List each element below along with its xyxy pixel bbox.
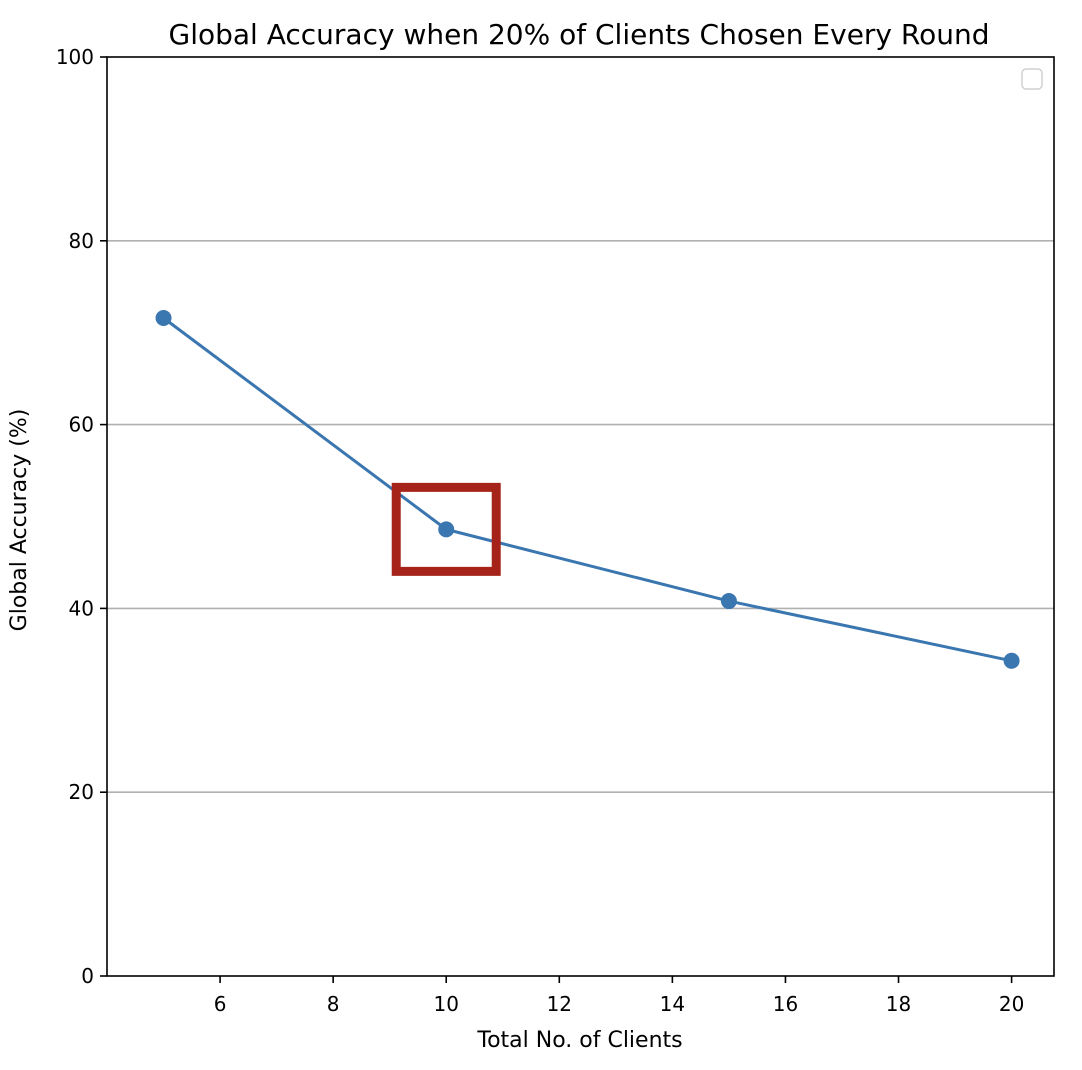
- x-tick-label: 18: [886, 992, 911, 1016]
- data-point: [1003, 652, 1020, 669]
- y-tick-label: 20: [69, 780, 94, 804]
- data-point: [155, 309, 172, 326]
- legend-box: [1021, 68, 1043, 90]
- x-tick-label: 6: [214, 992, 227, 1016]
- grid-lines: [107, 240, 1054, 794]
- y-tick-label: 100: [56, 45, 94, 69]
- plot-frame: [106, 56, 1055, 977]
- x-tick-label: 8: [327, 992, 340, 1016]
- data-point: [720, 593, 737, 610]
- highlight: [391, 482, 501, 576]
- legend: [1021, 68, 1043, 90]
- ticks: 0 20 40 60 80 100 6 8 10 12 14 16 18 20: [56, 45, 1025, 1016]
- series-line: [162, 316, 1012, 663]
- y-tick-label: 40: [69, 596, 94, 620]
- x-tick-label: 12: [547, 992, 572, 1016]
- data-point: [438, 521, 455, 538]
- y-tick-label: 60: [69, 413, 94, 437]
- y-axis-label: Global Accuracy (%): [7, 409, 32, 632]
- y-tick-label: 80: [69, 229, 94, 253]
- chart-title: Global Accuracy when 20% of Clients Chos…: [169, 18, 990, 51]
- highlight-box: [391, 482, 501, 576]
- y-tick-label: 0: [81, 964, 94, 988]
- x-tick-label: 14: [660, 992, 685, 1016]
- x-tick-label: 10: [433, 992, 458, 1016]
- axes: [106, 56, 1055, 977]
- x-axis-label: Total No. of Clients: [476, 1028, 682, 1053]
- series: [155, 309, 1020, 669]
- x-tick-label: 20: [999, 992, 1024, 1016]
- x-tick-label: 16: [773, 992, 798, 1016]
